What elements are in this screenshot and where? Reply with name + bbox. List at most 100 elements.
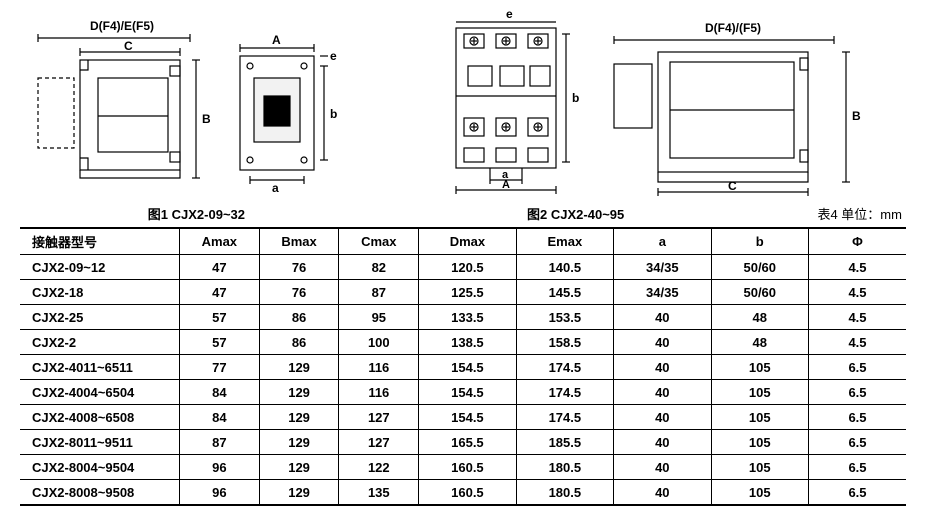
- dimensions-table: 接触器型号 Amax Bmax Cmax Dmax Emax a b Φ CJX…: [20, 227, 906, 506]
- table-cell: 100: [339, 330, 419, 355]
- fig1-dim-b: B: [202, 112, 210, 126]
- table-cell: CJX2-8011~9511: [20, 430, 179, 455]
- table-cell: CJX2-09~12: [20, 255, 179, 280]
- table-cell: 4.5: [808, 330, 906, 355]
- table-cell: 4.5: [808, 255, 906, 280]
- table-cell: 129: [259, 455, 339, 480]
- table-cell: 50/60: [711, 255, 808, 280]
- table-cell: 105: [711, 405, 808, 430]
- table-row: CJX2-09~12477682120.5140.534/3550/604.5: [20, 255, 906, 280]
- table-cell: 96: [179, 455, 259, 480]
- table-header-row: 接触器型号 Amax Bmax Cmax Dmax Emax a b Φ: [20, 228, 906, 255]
- table-row: CJX2-4004~650484129116154.5174.5401056.5: [20, 380, 906, 405]
- table-cell: 86: [259, 305, 339, 330]
- table-cell: 138.5: [419, 330, 516, 355]
- table-cell: 174.5: [516, 405, 613, 430]
- table-cell: 180.5: [516, 455, 613, 480]
- fig2-side-view: D(F4)/(F5): [600, 18, 870, 198]
- table-cell: CJX2-4004~6504: [20, 380, 179, 405]
- table-cell: 154.5: [419, 355, 516, 380]
- table-cell: 40: [614, 355, 711, 380]
- table-cell: 127: [339, 430, 419, 455]
- fig1-caption: 图1 CJX2-09~32: [20, 204, 373, 223]
- fig2-caption: 图2 CJX2-40~95: [373, 204, 779, 223]
- table-cell: 135: [339, 480, 419, 506]
- table-cell: 165.5: [419, 430, 516, 455]
- fig1-side-view: D(F4)/E(F5) C: [20, 18, 210, 198]
- table-cell: 185.5: [516, 430, 613, 455]
- table-cell: CJX2-4008~6508: [20, 405, 179, 430]
- table-cell: 129: [259, 430, 339, 455]
- table-cell: 40: [614, 480, 711, 506]
- table-cell: CJX2-2: [20, 330, 179, 355]
- table-row: CJX2-4008~650884129127154.5174.5401056.5: [20, 405, 906, 430]
- fig1-top-label: D(F4)/E(F5): [90, 19, 154, 33]
- fig1-dim-a-small: a: [272, 181, 279, 195]
- table-cell: 96: [179, 480, 259, 506]
- table-cell: 154.5: [419, 380, 516, 405]
- table-cell: 40: [614, 330, 711, 355]
- fig1-dim-a: A: [272, 33, 281, 47]
- table-cell: 116: [339, 355, 419, 380]
- table-cell: 6.5: [808, 355, 906, 380]
- table-cell: 48: [711, 305, 808, 330]
- table-cell: 6.5: [808, 480, 906, 506]
- col-dmax: Dmax: [419, 228, 516, 255]
- table-cell: 116: [339, 380, 419, 405]
- table-cell: 50/60: [711, 280, 808, 305]
- table-cell: 87: [179, 430, 259, 455]
- table-cell: 84: [179, 405, 259, 430]
- fig1-front-view: A a: [220, 18, 350, 198]
- table-row: CJX2-25786100138.5158.540484.5: [20, 330, 906, 355]
- table-cell: 40: [614, 405, 711, 430]
- table-cell: 40: [614, 430, 711, 455]
- unit-label: 表4 单位：mm: [779, 204, 906, 223]
- table-cell: 125.5: [419, 280, 516, 305]
- table-cell: 129: [259, 355, 339, 380]
- table-cell: 160.5: [419, 455, 516, 480]
- fig1-dim-e-small: e: [330, 49, 337, 63]
- table-cell: 122: [339, 455, 419, 480]
- table-cell: 160.5: [419, 480, 516, 506]
- table-cell: 4.5: [808, 305, 906, 330]
- col-b: b: [711, 228, 808, 255]
- table-cell: 34/35: [614, 255, 711, 280]
- table-cell: CJX2-8004~9504: [20, 455, 179, 480]
- table-cell: 105: [711, 355, 808, 380]
- table-cell: 127: [339, 405, 419, 430]
- table-row: CJX2-18477687125.5145.534/3550/604.5: [20, 280, 906, 305]
- col-bmax: Bmax: [259, 228, 339, 255]
- table-cell: CJX2-18: [20, 280, 179, 305]
- table-cell: 120.5: [419, 255, 516, 280]
- table-cell: 129: [259, 405, 339, 430]
- table-row: CJX2-8004~950496129122160.5180.5401056.5: [20, 455, 906, 480]
- table-cell: 6.5: [808, 430, 906, 455]
- table-cell: 180.5: [516, 480, 613, 506]
- col-cmax: Cmax: [339, 228, 419, 255]
- table-cell: 129: [259, 480, 339, 506]
- col-phi: Φ: [808, 228, 906, 255]
- table-cell: 87: [339, 280, 419, 305]
- captions-row: 图1 CJX2-09~32 图2 CJX2-40~95 表4 单位：mm: [20, 204, 906, 223]
- table-cell: 105: [711, 430, 808, 455]
- table-cell: 158.5: [516, 330, 613, 355]
- col-amax: Amax: [179, 228, 259, 255]
- fig2-dim-a: A: [502, 179, 510, 191]
- table-cell: 140.5: [516, 255, 613, 280]
- table-cell: 76: [259, 280, 339, 305]
- page-root: D(F4)/E(F5) C: [0, 0, 926, 520]
- table-cell: 84: [179, 380, 259, 405]
- table-cell: CJX2-25: [20, 305, 179, 330]
- fig2-front-view: e: [430, 8, 590, 198]
- fig2-top-label: D(F4)/(F5): [705, 21, 761, 35]
- figures-row: D(F4)/E(F5) C: [20, 8, 906, 198]
- fig1-dim-b-small: b: [330, 107, 337, 121]
- table-cell: 57: [179, 330, 259, 355]
- table-cell: CJX2-8008~9508: [20, 480, 179, 506]
- table-cell: 40: [614, 455, 711, 480]
- table-cell: 105: [711, 380, 808, 405]
- table-row: CJX2-8011~951187129127165.5185.5401056.5: [20, 430, 906, 455]
- col-emax: Emax: [516, 228, 613, 255]
- table-cell: 174.5: [516, 355, 613, 380]
- table-row: CJX2-25578695133.5153.540484.5: [20, 305, 906, 330]
